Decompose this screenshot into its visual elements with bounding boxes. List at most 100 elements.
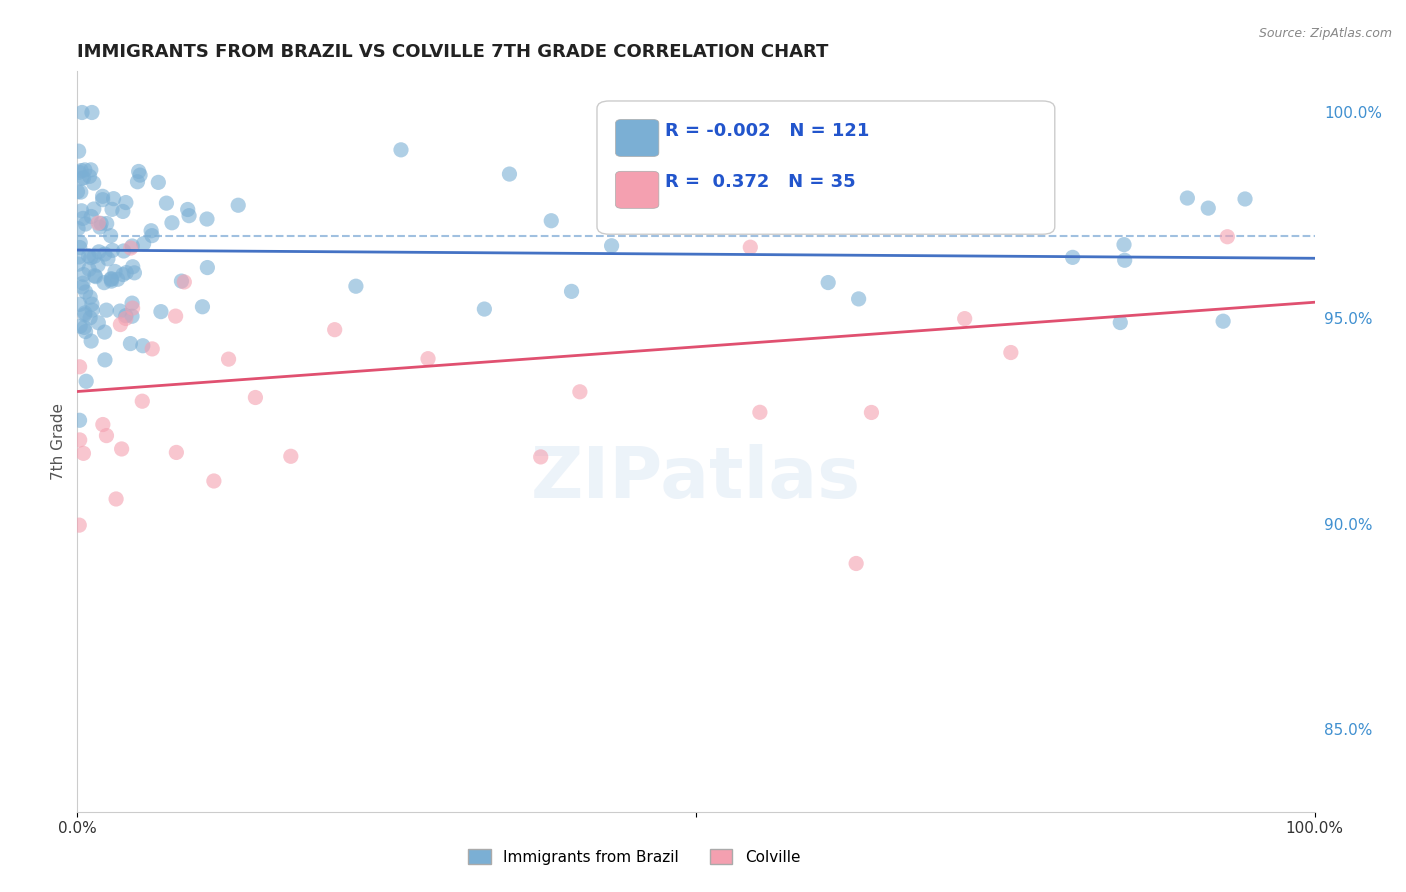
Immigrants from Brazil [67,257,90,271]
Colville [245,391,267,405]
Immigrants from Brazil [69,297,91,311]
Immigrants from Brazil [111,204,134,219]
Immigrants from Brazil [90,216,112,230]
Immigrants from Brazil [1177,191,1199,205]
Immigrants from Brazil [498,167,520,181]
Colville [953,311,976,326]
Colville [96,428,118,442]
Colville [105,491,128,506]
Colville [165,309,187,323]
Immigrants from Brazil [79,290,101,304]
Text: IMMIGRANTS FROM BRAZIL VS COLVILLE 7TH GRADE CORRELATION CHART: IMMIGRANTS FROM BRAZIL VS COLVILLE 7TH G… [77,44,828,62]
Colville [91,417,114,432]
FancyBboxPatch shape [598,101,1054,235]
Immigrants from Brazil [121,239,143,253]
Immigrants from Brazil [600,239,623,253]
Text: R =  0.372   N = 35: R = 0.372 N = 35 [665,173,856,192]
Immigrants from Brazil [69,413,91,427]
Immigrants from Brazil [69,185,91,199]
Immigrants from Brazil [100,272,122,286]
Immigrants from Brazil [96,303,118,318]
Immigrants from Brazil [177,209,200,223]
Colville [69,359,91,374]
Immigrants from Brazil [160,216,183,230]
Immigrants from Brazil [67,165,90,179]
Colville [218,352,240,367]
Immigrants from Brazil [112,244,135,258]
Colville [530,450,553,464]
Immigrants from Brazil [472,301,495,316]
Immigrants from Brazil [89,220,111,235]
Immigrants from Brazil [83,249,105,263]
Immigrants from Brazil [80,297,103,311]
Colville [740,240,762,254]
Immigrants from Brazil [132,236,155,251]
Immigrants from Brazil [191,300,214,314]
Immigrants from Brazil [108,304,131,318]
Immigrants from Brazil [94,247,117,261]
Immigrants from Brazil [720,210,742,224]
Immigrants from Brazil [121,296,143,310]
Immigrants from Brazil [80,105,103,120]
Immigrants from Brazil [67,250,90,264]
Colville [280,450,302,464]
Colville [733,186,755,201]
Colville [845,557,868,571]
Immigrants from Brazil [170,274,193,288]
Immigrants from Brazil [127,175,149,189]
Immigrants from Brazil [72,276,94,290]
Immigrants from Brazil [1114,253,1136,268]
Immigrants from Brazil [115,266,138,280]
Immigrants from Brazil [75,217,97,231]
Colville [72,446,94,460]
Colville [1216,229,1239,244]
Immigrants from Brazil [115,195,138,210]
Immigrants from Brazil [120,336,142,351]
Immigrants from Brazil [1109,316,1132,330]
Text: ZIPatlas: ZIPatlas [531,444,860,513]
Immigrants from Brazil [104,264,127,278]
Immigrants from Brazil [80,162,103,177]
Colville [121,301,143,315]
Immigrants from Brazil [121,310,143,324]
Colville [860,405,883,419]
Immigrants from Brazil [70,280,93,294]
Y-axis label: 7th Grade: 7th Grade [51,403,66,480]
Immigrants from Brazil [344,279,367,293]
Immigrants from Brazil [561,285,583,299]
FancyBboxPatch shape [616,171,659,209]
Immigrants from Brazil [91,193,114,207]
Immigrants from Brazil [129,168,152,182]
Immigrants from Brazil [941,202,963,216]
Immigrants from Brazil [121,260,143,274]
Immigrants from Brazil [107,272,129,286]
Immigrants from Brazil [195,212,218,227]
Immigrants from Brazil [148,175,170,189]
Colville [141,342,163,356]
Immigrants from Brazil [195,260,218,275]
Immigrants from Brazil [73,162,96,177]
Immigrants from Brazil [128,164,150,178]
Immigrants from Brazil [83,268,105,283]
Immigrants from Brazil [1062,251,1084,265]
Colville [173,275,195,289]
Legend: Immigrants from Brazil, Colville: Immigrants from Brazil, Colville [463,843,806,871]
Immigrants from Brazil [87,316,110,330]
Immigrants from Brazil [1197,201,1219,215]
Immigrants from Brazil [67,144,90,158]
Colville [69,433,91,447]
Immigrants from Brazil [66,185,89,199]
Immigrants from Brazil [69,319,91,334]
Immigrants from Brazil [540,213,562,227]
Colville [323,323,346,337]
Immigrants from Brazil [101,244,124,258]
Immigrants from Brazil [75,285,97,299]
Immigrants from Brazil [124,266,146,280]
Immigrants from Brazil [817,276,839,290]
Immigrants from Brazil [70,163,93,178]
FancyBboxPatch shape [616,120,659,156]
Immigrants from Brazil [141,228,163,243]
Immigrants from Brazil [1212,314,1234,328]
Colville [131,394,153,409]
Immigrants from Brazil [83,202,105,216]
